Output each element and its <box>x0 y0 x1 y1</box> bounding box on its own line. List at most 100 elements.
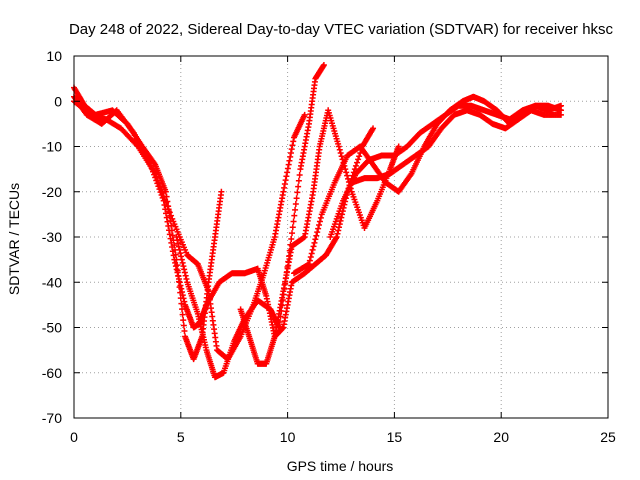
data-point <box>176 279 183 286</box>
y-tick-label: -50 <box>42 320 62 336</box>
data-point <box>174 269 181 276</box>
data-point <box>336 224 343 231</box>
data-point <box>289 230 296 237</box>
data-point <box>181 266 188 273</box>
y-tick-label: 10 <box>46 48 62 64</box>
data-point <box>169 244 176 251</box>
data-point <box>182 272 189 279</box>
data-point <box>288 146 295 153</box>
data-point <box>180 317 187 324</box>
data-point <box>320 62 327 69</box>
data-point <box>167 235 174 242</box>
data-point <box>308 250 315 257</box>
data-point <box>292 201 299 208</box>
y-tick-label: -30 <box>42 229 62 245</box>
data-point <box>286 157 293 164</box>
data-point <box>287 149 294 156</box>
data-point <box>180 322 187 329</box>
data-point <box>169 232 176 239</box>
data-point <box>288 235 295 242</box>
data-layer <box>71 62 565 381</box>
y-tick-label: -60 <box>42 365 62 381</box>
data-point <box>281 180 288 187</box>
data-point <box>180 295 187 302</box>
data-point <box>168 239 175 246</box>
data-point <box>338 153 345 160</box>
data-point <box>305 261 312 268</box>
data-point <box>294 189 301 196</box>
data-point <box>179 288 186 295</box>
data-point <box>175 243 182 250</box>
data-point <box>180 263 187 270</box>
y-tick-label: -20 <box>42 184 62 200</box>
data-point <box>316 218 323 225</box>
data-point <box>283 173 290 180</box>
data-point <box>395 143 402 150</box>
x-tick-label: 15 <box>387 429 403 445</box>
data-point <box>175 272 182 279</box>
data-point <box>153 173 160 180</box>
data-point <box>316 222 323 229</box>
data-point <box>343 169 350 176</box>
data-point <box>173 234 180 240</box>
data-point <box>166 231 173 238</box>
data-point <box>181 328 188 335</box>
y-tick-label: 0 <box>54 93 62 109</box>
data-point <box>335 227 342 234</box>
data-point <box>176 246 183 253</box>
y-axis-label: SDTVAR / TECUs <box>6 183 22 295</box>
data-point <box>281 184 288 191</box>
series-track-6 <box>237 107 402 367</box>
x-tick-label: 25 <box>600 429 616 445</box>
data-point <box>218 188 225 195</box>
data-point <box>315 225 322 232</box>
data-point <box>155 180 162 187</box>
data-point <box>159 190 166 197</box>
data-point <box>181 269 188 276</box>
data-point <box>154 177 161 184</box>
data-point <box>166 227 173 234</box>
data-point <box>295 177 302 184</box>
data-point <box>296 171 303 178</box>
data-point <box>175 240 182 247</box>
data-point <box>177 282 184 289</box>
data-point <box>307 254 314 261</box>
data-point <box>284 169 291 176</box>
data-point <box>160 193 167 200</box>
data-point <box>354 159 361 166</box>
data-point <box>311 239 318 246</box>
data-point <box>280 188 287 195</box>
x-tick-label: 20 <box>493 429 509 445</box>
x-tick-label: 10 <box>280 429 296 445</box>
data-point <box>352 162 359 169</box>
data-point <box>336 146 343 153</box>
data-point <box>334 230 341 237</box>
data-point <box>162 188 169 195</box>
series-track-9 <box>348 107 565 186</box>
data-point <box>344 172 351 179</box>
data-point <box>163 214 170 221</box>
data-point <box>172 259 179 266</box>
data-point <box>356 153 363 160</box>
data-point <box>287 153 294 160</box>
data-point <box>337 149 344 156</box>
x-tick-label: 5 <box>177 429 185 445</box>
data-point <box>355 156 362 163</box>
data-point <box>338 214 345 221</box>
x-axis-label: GPS time / hours <box>287 458 394 474</box>
data-point <box>168 212 175 219</box>
data-point <box>306 257 313 264</box>
data-point <box>169 248 176 255</box>
data-point <box>314 229 321 236</box>
data-point <box>301 111 308 118</box>
series-track-4 <box>173 62 327 381</box>
data-point <box>333 234 340 240</box>
data-point <box>370 125 377 132</box>
data-point <box>175 276 182 283</box>
data-point <box>171 256 178 263</box>
series-track-2 <box>71 93 210 331</box>
data-point <box>183 276 190 283</box>
data-point <box>181 298 188 305</box>
data-point <box>289 142 296 149</box>
